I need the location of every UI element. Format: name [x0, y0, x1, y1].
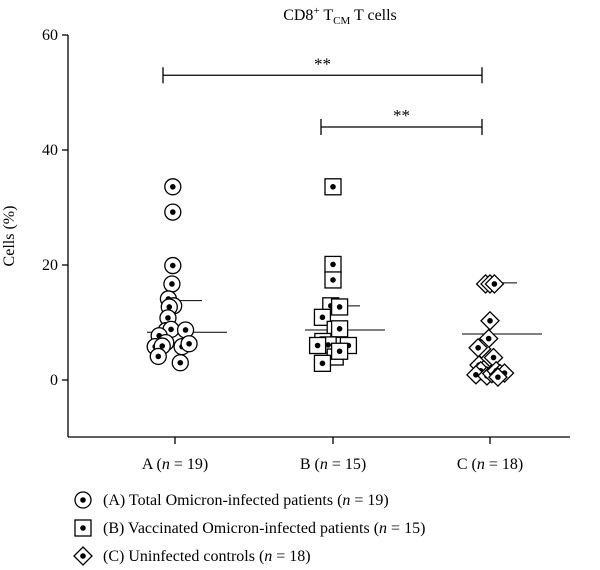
x-axis-ticks: A (n = 19) B (n = 15) C (n = 18): [142, 437, 523, 473]
circle-data-point: [171, 354, 189, 372]
square-legend-icon: [74, 519, 92, 537]
square-data-point: [324, 255, 342, 274]
square-data-point: [313, 354, 332, 372]
y-tick-label: 40: [42, 142, 58, 159]
square-data-point: [324, 271, 342, 289]
circle-legend-icon: [74, 491, 92, 509]
y-axis-ticks: 0 20 40 60: [42, 27, 68, 389]
diamond-legend-icon: [73, 546, 93, 566]
y-tick-label: 20: [42, 257, 58, 274]
x-tick-label: B (n = 15): [300, 456, 366, 473]
significance-bracket: [320, 119, 483, 135]
square-data-point: [330, 298, 349, 316]
square-data-point: [330, 342, 349, 360]
significance-label: **: [393, 106, 410, 125]
significance-bracket: [162, 67, 483, 84]
diamond-data-point: [484, 274, 505, 294]
y-tick-label: 60: [42, 27, 58, 44]
y-tick-label: 0: [50, 372, 58, 389]
square-data-point: [308, 336, 327, 355]
circle-data-point: [164, 178, 182, 196]
legend: (A) Total Omicron-infected patients (n =…: [73, 491, 425, 566]
circle-data-point: [164, 203, 182, 221]
diamond-data-point: [488, 367, 508, 388]
x-tick-label: C (n = 18): [457, 456, 523, 473]
legend-entry: (C) Uninfected controls (n = 18): [103, 548, 311, 565]
significance-brackets: ** **: [162, 54, 483, 135]
circle-data-point: [180, 335, 198, 353]
significance-label: **: [314, 54, 331, 73]
square-data-point: [313, 308, 332, 326]
circle-data-point: [149, 347, 167, 366]
circle-data-point: [164, 256, 182, 275]
circle-data-point: [163, 275, 181, 293]
square-data-point: [330, 320, 349, 338]
chart-title: CD8+ TCM T cells: [283, 5, 397, 27]
y-axis-label: Cells (%): [1, 206, 18, 267]
legend-entry: (B) Vaccinated Omicron-infected patients…: [103, 520, 425, 537]
legend-entry: (A) Total Omicron-infected patients (n =…: [103, 492, 389, 509]
x-tick-label: A (n = 19): [142, 456, 208, 473]
square-data-point: [324, 178, 342, 196]
data-points: [146, 178, 515, 388]
diamond-data-point: [468, 337, 489, 358]
diamond-data-point: [480, 310, 500, 331]
